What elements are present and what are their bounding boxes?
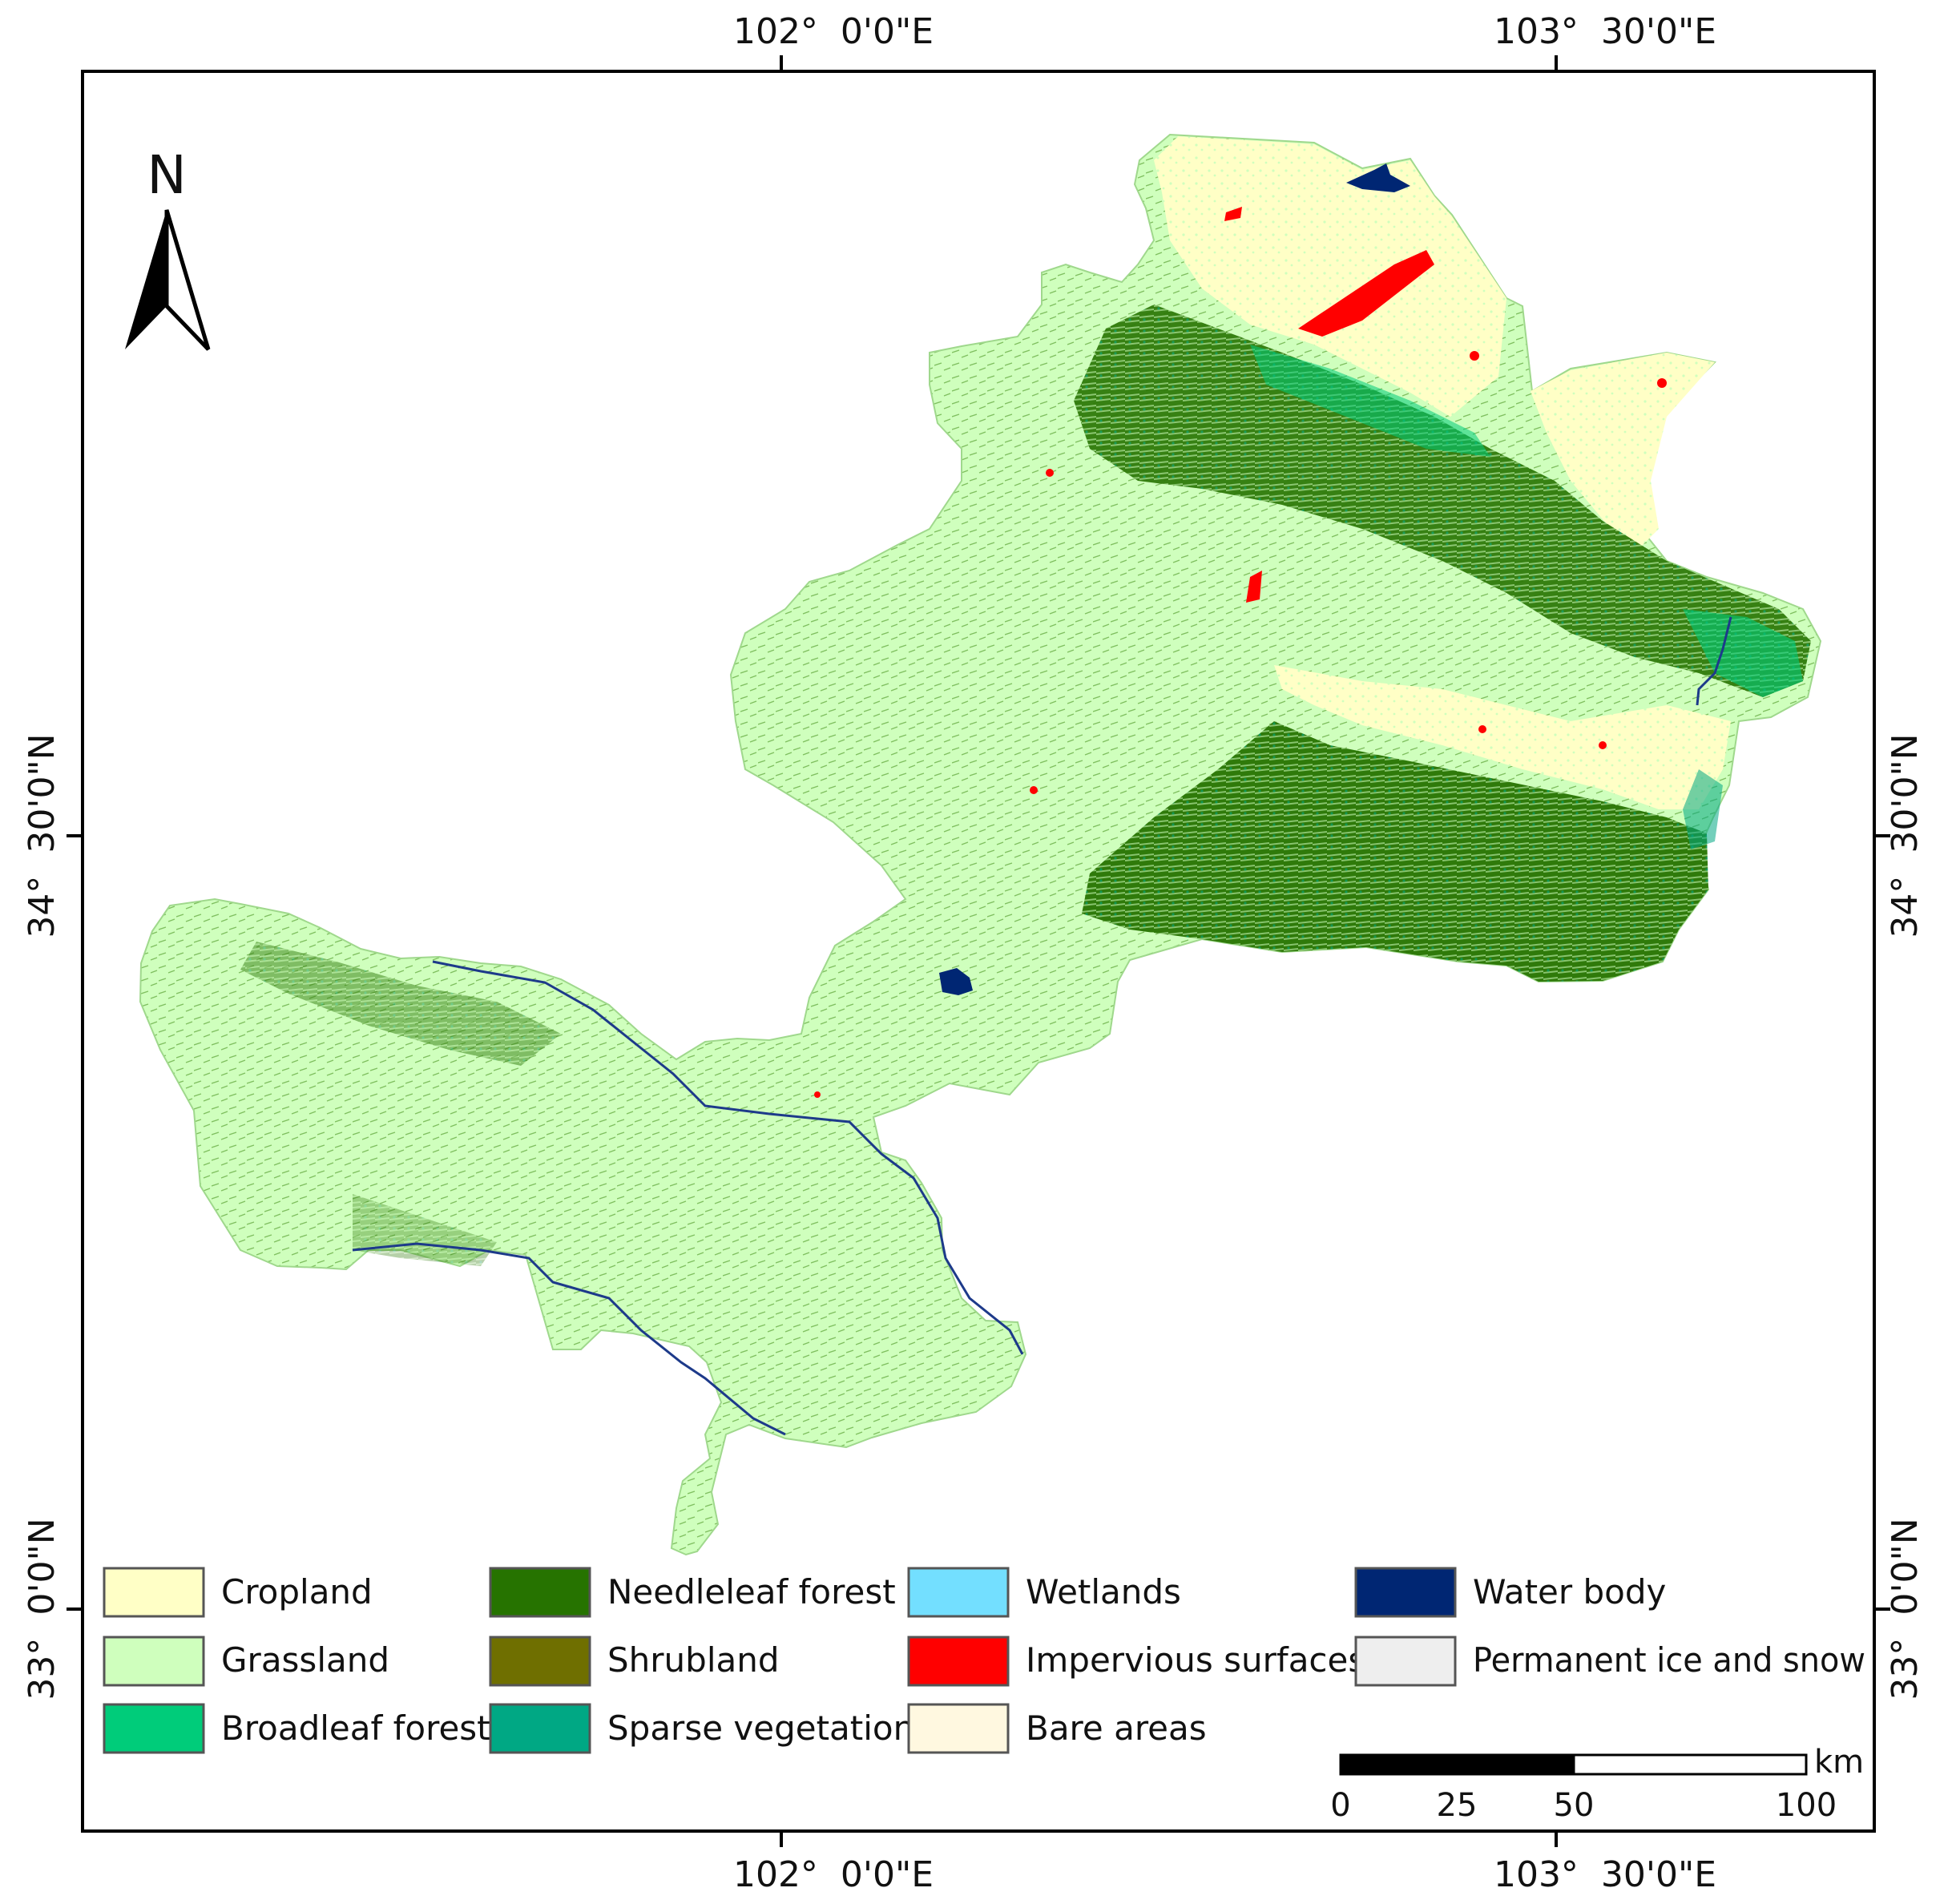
north-arrow-right-half: [164, 209, 211, 351]
bottom-lon-label-2: 103° 30'0"E: [1494, 1854, 1716, 1895]
north-arrow: N: [125, 144, 211, 351]
north-arrow-left-half: [125, 210, 167, 349]
river-south: [352, 1242, 786, 1436]
scale-bar-unit: km: [1814, 1744, 1864, 1781]
scale-bar-tick-25: 25: [1437, 1787, 1478, 1824]
legend-swatch-shrubland: [489, 1636, 591, 1687]
legend-label-sparse-vegetation: Sparse vegetation: [607, 1708, 914, 1748]
legend-swatch-broadleaf-forest: [103, 1703, 205, 1754]
broadleaf-edge-southeast: [1683, 769, 1723, 849]
water-lake-central: [939, 968, 973, 995]
legend-swatch-grassland: [103, 1636, 205, 1687]
top-lon-label-2: 103° 30'0"E: [1494, 11, 1716, 52]
legend-swatch-needleleaf-forest: [489, 1567, 591, 1618]
right-lat-label-2: 33° 0'0"N: [1885, 1518, 1926, 1700]
legend-swatch-cropland: [103, 1567, 205, 1618]
legend-label-shrubland: Shrubland: [607, 1640, 780, 1680]
map-frame: [81, 70, 1876, 1833]
right-lat-label-1: 34° 30'0"N: [1885, 733, 1926, 938]
legend-swatch-water-body: [1354, 1567, 1457, 1618]
water-lake-north: [1346, 163, 1410, 192]
legend-label-cropland: Cropland: [221, 1572, 373, 1612]
legend-label-grassland: Grassland: [221, 1640, 389, 1680]
legend-swatch-bare-areas: [907, 1703, 1010, 1754]
impervious-patches: [814, 207, 1667, 1098]
legend-swatch-wetlands: [907, 1567, 1010, 1618]
scale-bar-black-segment: [1339, 1753, 1575, 1776]
legend-label-wetlands: Wetlands: [1026, 1572, 1181, 1612]
broadleaf-edge-north: [1250, 345, 1490, 457]
scale-bar-tick-50: 50: [1554, 1787, 1595, 1824]
legend-swatch-sparse-vegetation: [489, 1703, 591, 1754]
legend-swatch-impervious-surfaces: [907, 1636, 1010, 1687]
scale-bar: km 0 25 50 100: [1330, 1744, 1864, 1824]
legend-label-water-body: Water body: [1473, 1572, 1666, 1612]
forest-west-strip: [240, 942, 561, 1066]
bottom-lon-label-1: 102° 0'0"E: [733, 1854, 934, 1895]
legend-label-bare-areas: Bare areas: [1026, 1708, 1207, 1748]
legend: Cropland Grassland Broadleaf forest Need…: [103, 1567, 1865, 1754]
broadleaf-edge-east: [1683, 609, 1803, 697]
left-lat-label-2: 33° 0'0"N: [22, 1518, 63, 1700]
graticule-ticks: [67, 55, 1890, 1847]
legend-swatch-permanent-ice-and-snow: [1354, 1636, 1457, 1687]
river-east: [1696, 616, 1732, 706]
forest-north-belt: [1074, 305, 1811, 697]
river-yellow: [432, 960, 1024, 1355]
forest-south-block: [1082, 721, 1708, 982]
legend-label-impervious-surfaces: Impervious surfaces: [1026, 1640, 1365, 1680]
north-arrow-label: N: [147, 144, 186, 206]
left-lat-label-1: 34° 30'0"N: [22, 733, 63, 938]
scale-bar-tick-100: 100: [1776, 1787, 1837, 1824]
legend-label-needleleaf-forest: Needleleaf forest: [607, 1572, 896, 1612]
top-lon-label-1: 102° 0'0"E: [733, 11, 934, 52]
cropland-east: [1274, 665, 1731, 809]
cropland-north: [1154, 136, 1506, 417]
scale-bar-tick-0: 0: [1330, 1787, 1350, 1824]
cropland-northeast: [1531, 353, 1715, 553]
legend-label-broadleaf-forest: Broadleaf forest: [221, 1708, 490, 1748]
legend-label-permanent-ice-and-snow: Permanent ice and snow: [1473, 1640, 1865, 1680]
scale-bar-white-segment: [1572, 1753, 1808, 1776]
